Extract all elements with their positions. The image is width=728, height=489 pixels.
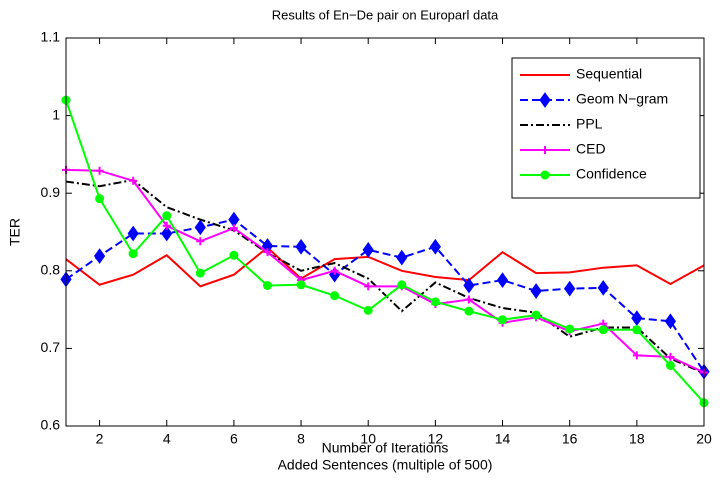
marker	[362, 241, 374, 258]
legend-marker	[539, 92, 551, 108]
x-tick-label: 10	[360, 431, 376, 447]
marker	[127, 225, 139, 242]
marker	[194, 219, 206, 236]
x-tick-label: 6	[230, 431, 238, 447]
marker	[93, 248, 106, 264]
marker	[161, 225, 173, 242]
marker	[295, 238, 307, 255]
marker	[496, 272, 509, 288]
legend-label: CED	[576, 141, 606, 157]
marker	[95, 194, 105, 204]
x-axis-label: Added Sentences (multiple of 500)	[278, 457, 493, 473]
marker	[565, 324, 575, 334]
marker	[262, 281, 272, 291]
marker	[666, 352, 675, 361]
marker	[363, 305, 373, 315]
marker	[396, 249, 408, 266]
legend-marker	[541, 146, 549, 154]
marker	[330, 291, 340, 301]
x-tick-label: 4	[163, 431, 171, 447]
marker	[498, 315, 508, 325]
x-tick-label: 18	[629, 431, 645, 447]
y-tick-label: 0.8	[41, 262, 61, 278]
marker	[128, 249, 138, 259]
x-tick-label: 2	[96, 431, 104, 447]
marker	[429, 238, 441, 255]
marker	[631, 310, 643, 326]
x-axis-label: Number of Iterations	[322, 440, 449, 456]
series-line	[65, 99, 705, 404]
x-tick-label: 14	[495, 431, 511, 447]
marker	[263, 248, 272, 257]
marker	[195, 268, 205, 278]
chart-title: Results of En−De pair on Europarl data	[272, 7, 499, 22]
marker	[162, 221, 171, 230]
legend-label: PPL	[576, 116, 603, 132]
series-line	[65, 168, 705, 374]
marker	[598, 325, 608, 335]
marker	[530, 283, 542, 299]
y-tick-label: 0.7	[41, 339, 61, 355]
y-tick-label: 1.1	[41, 29, 61, 45]
marker	[296, 280, 306, 290]
marker	[531, 310, 541, 320]
axes-box	[65, 37, 705, 427]
x-tick-label: 12	[428, 431, 444, 447]
legend-marker	[540, 170, 550, 180]
marker	[229, 250, 239, 260]
marker	[430, 297, 440, 307]
y-tick-label: 0.6	[41, 417, 61, 433]
marker	[665, 360, 675, 370]
legend-label: Confidence	[576, 166, 647, 182]
marker	[597, 280, 609, 296]
x-tick-label: 8	[297, 431, 305, 447]
legend: Sequential Geom N−gram PPL CED Confidence	[511, 57, 701, 199]
marker	[397, 280, 407, 290]
marker	[632, 325, 642, 335]
marker	[564, 280, 576, 297]
legend-label: Geom N−gram	[576, 91, 668, 107]
series-line	[65, 246, 705, 288]
marker	[95, 166, 104, 175]
marker	[229, 224, 238, 233]
marker	[463, 277, 475, 294]
marker	[464, 306, 474, 316]
y-tick-label: 0.9	[41, 184, 61, 200]
marker	[129, 176, 138, 185]
marker	[464, 295, 473, 304]
series-line	[65, 218, 705, 373]
marker	[664, 313, 677, 330]
x-tick-label: 16	[562, 431, 578, 447]
marker	[330, 266, 339, 275]
marker	[632, 351, 641, 360]
marker	[162, 211, 172, 221]
marker	[364, 282, 373, 291]
y-tick-label: 1	[52, 106, 60, 122]
x-tick-label: 20	[696, 431, 712, 447]
y-axis-label: TER	[7, 218, 23, 246]
legend-label: Sequential	[576, 66, 642, 82]
marker	[196, 237, 205, 246]
